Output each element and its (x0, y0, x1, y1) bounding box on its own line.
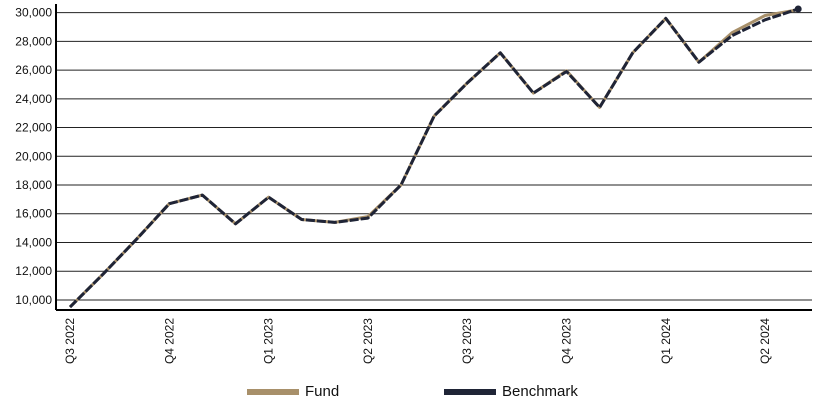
legend-swatch-benchmark (444, 388, 496, 395)
y-tick-label: 30,000 (15, 6, 52, 20)
y-tick-label: 18,000 (15, 178, 52, 192)
x-tick-label: Q3 2023 (460, 318, 474, 364)
legend-swatch-fund (247, 388, 299, 395)
x-tick-label: Q2 2023 (361, 318, 375, 364)
series-lines (68, 5, 802, 309)
series-line-fund (68, 8, 799, 309)
y-axis-ticks: 10,000 12,000 14,000 16,000 18,000 20,000 22,0… (15, 6, 52, 307)
series-end-point (794, 5, 802, 13)
legend-item-benchmark: Benchmark (444, 383, 578, 400)
x-tick-label: Q2 2024 (758, 318, 772, 364)
x-tick-label: Q4 2022 (162, 318, 176, 364)
legend: Fund Benchmark (0, 383, 819, 405)
x-tick-label: Q1 2024 (659, 318, 673, 364)
legend-label-benchmark: Benchmark (502, 383, 578, 400)
y-tick-label: 22,000 (15, 121, 52, 135)
y-tick-label: 20,000 (15, 149, 52, 163)
legend-label-fund: Fund (305, 383, 340, 400)
y-tick-label: 26,000 (15, 63, 52, 77)
y-tick-label: 16,000 (15, 207, 52, 221)
y-tick-label: 14,000 (15, 235, 52, 249)
y-tick-label: 28,000 (15, 34, 52, 48)
y-tick-label: 10,000 (15, 293, 52, 307)
x-tick-label: Q1 2023 (262, 318, 276, 364)
x-tick-label: Q4 2023 (560, 318, 574, 364)
gridlines (56, 12, 812, 301)
series-line-benchmark (68, 7, 799, 309)
y-tick-label: 12,000 (15, 264, 52, 278)
y-tick-label: 24,000 (15, 92, 52, 106)
legend-item-fund: Fund (247, 383, 339, 400)
x-axis-ticks: Q3 2022 Q4 2022 Q1 2023 Q2 2023 Q3 2023 Q4 20… (63, 318, 772, 364)
x-tick-label: Q3 2022 (63, 318, 77, 364)
